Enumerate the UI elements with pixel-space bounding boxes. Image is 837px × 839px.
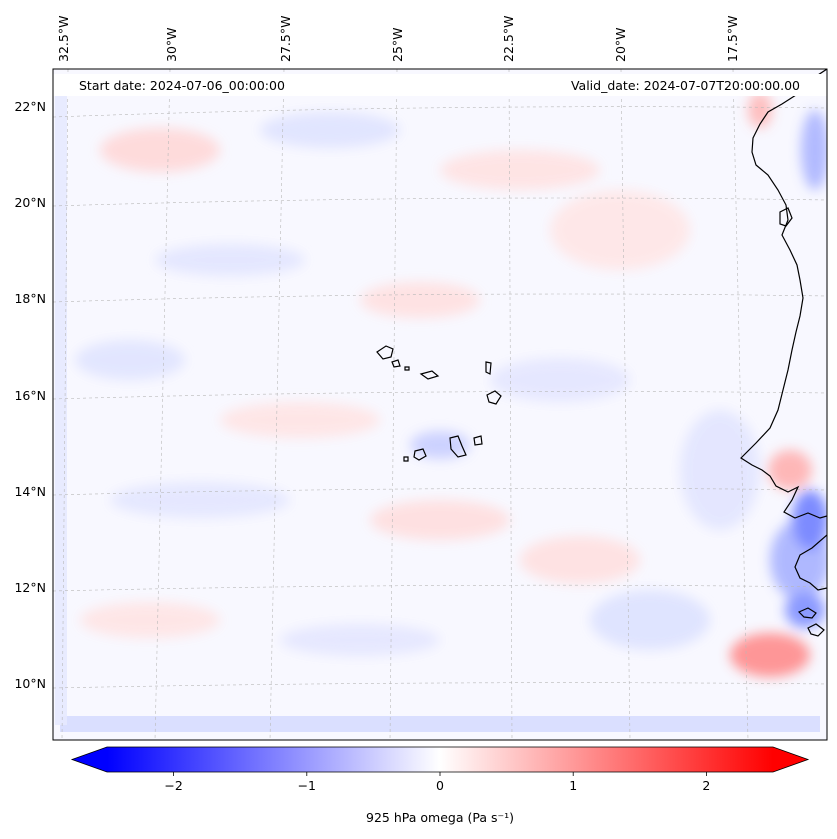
cape-verde-island (486, 390, 502, 405)
omega-patch (748, 92, 772, 128)
omega-patch (785, 592, 825, 628)
lat-label: 14°N (14, 484, 46, 499)
lon-label: 25°W (390, 27, 405, 62)
colorbar-tick-label: 2 (702, 778, 710, 793)
lon-label: 30°W (164, 27, 179, 62)
colorbar-extend-high (773, 747, 808, 772)
omega-patch (550, 190, 690, 270)
omega-patch (590, 590, 710, 650)
colorbar-outline (70, 746, 810, 773)
colorbar-tick-label: −1 (298, 778, 316, 793)
lat-label: 12°N (14, 580, 46, 595)
colorbar-tick-label: −2 (164, 778, 182, 793)
lat-label: 22°N (14, 99, 46, 114)
cape-verde-island (403, 456, 409, 462)
cape-verde-island (473, 435, 483, 446)
lon-label: 32.5°W (56, 16, 71, 62)
map-frame (52, 68, 828, 741)
boundary-band-left (55, 75, 67, 725)
africa-coastline (807, 623, 825, 637)
cape-verde-island (404, 366, 410, 371)
lon-label: 20°W (613, 27, 628, 62)
omega-patch (370, 500, 510, 540)
omega-patch (155, 244, 305, 276)
cape-verde-island (376, 345, 394, 360)
gridlines (53, 69, 827, 740)
omega-patch (792, 490, 827, 550)
omega-patch (80, 602, 220, 638)
valid-date-label: Valid_date: 2024-07-07T20:00:00.00 (571, 78, 800, 93)
cape-verde-island (449, 435, 467, 458)
omega-patch (768, 450, 812, 490)
omega-patch (680, 410, 760, 530)
africa-coastline (794, 534, 827, 591)
lat-label: 16°N (14, 388, 46, 403)
cape-verde-island (413, 448, 427, 461)
omega-field (55, 75, 827, 732)
lat-label: 10°N (14, 676, 46, 691)
colorbar-extend-low (72, 747, 107, 772)
date-header-box (53, 74, 827, 96)
omega-patch (490, 358, 630, 402)
omega-patch (100, 128, 220, 172)
omega-patch (220, 402, 380, 438)
colorbar-body (107, 747, 773, 772)
africa-coastline (797, 607, 817, 619)
omega-patch (280, 624, 440, 656)
omega-patch (440, 150, 600, 190)
lon-label: 22.5°W (501, 16, 516, 62)
omega-patch (260, 112, 400, 148)
colorbar-label: 925 hPa omega (Pa s⁻¹) (366, 810, 514, 825)
lon-label: 17.5°W (725, 16, 740, 62)
cape-verde-island (485, 361, 492, 375)
lon-label: 27.5°W (278, 16, 293, 62)
lat-label: 18°N (14, 291, 46, 306)
longitude-labels: 32.5°W 30°W 27.5°W 25°W 22.5°W 20°W 17.5… (56, 16, 740, 62)
colorbar: −2 −1 0 1 2 925 hPa omega (Pa s⁻¹) (70, 746, 810, 825)
cape-verde-island (391, 359, 401, 368)
cape-verde-island (419, 370, 440, 380)
africa-coastline (779, 207, 793, 227)
africa-coastline (740, 69, 827, 519)
omega-patch (520, 536, 640, 584)
start-date-label: Start date: 2024-07-06_00:00:00 (79, 78, 285, 93)
omega-patch (801, 110, 827, 190)
omega-patch (360, 282, 480, 318)
map-panel: Start date: 2024-07-06_00:00:00 Valid_da… (52, 68, 828, 741)
colorbar-tick-label: 1 (569, 778, 577, 793)
omega-patch (110, 482, 290, 518)
coastlines (376, 69, 827, 637)
lat-label: 20°N (14, 195, 46, 210)
colorbar-tick-label: 0 (436, 778, 444, 793)
latitude-labels: 22°N 20°N 18°N 16°N 14°N 12°N 10°N (14, 99, 46, 691)
omega-patch (730, 633, 810, 677)
omega-patch (75, 340, 185, 380)
colorbar-ticks: −2 −1 0 1 2 (164, 772, 710, 793)
omega-patch (410, 431, 470, 459)
boundary-band-bottom (60, 716, 820, 732)
